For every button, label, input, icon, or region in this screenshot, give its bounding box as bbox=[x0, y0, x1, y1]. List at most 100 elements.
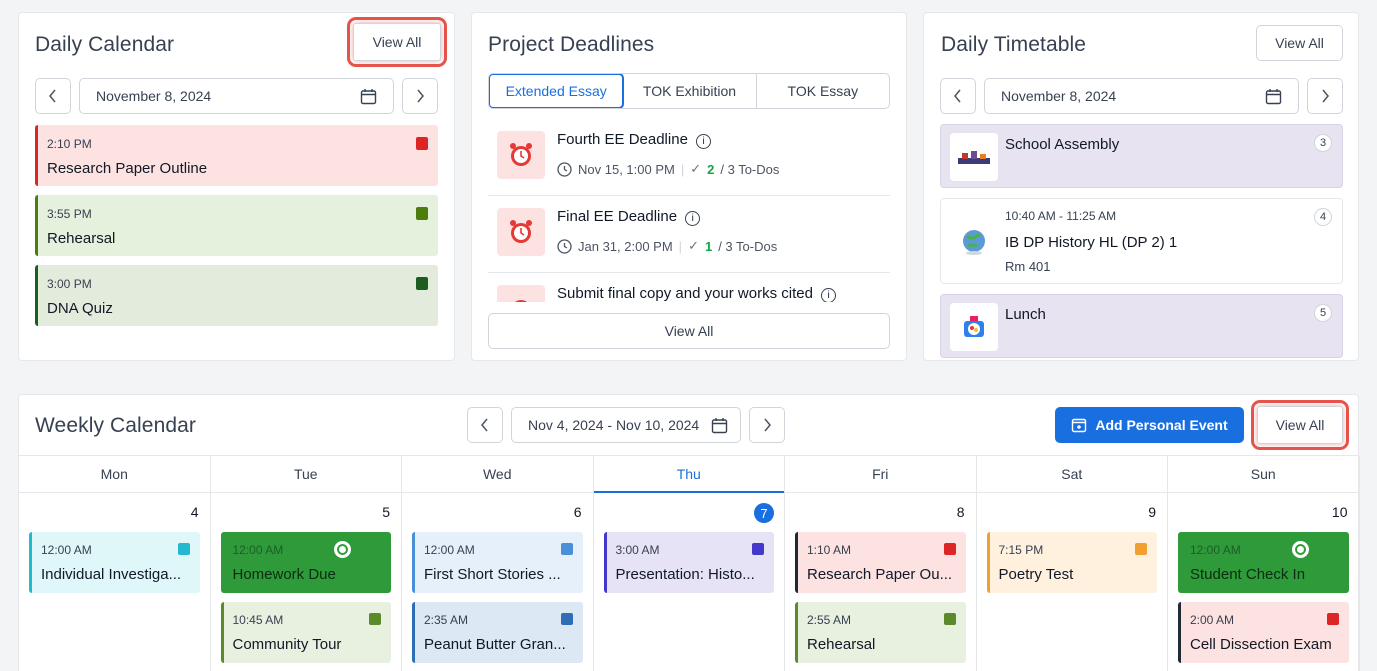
daily-calendar-prev-button[interactable] bbox=[35, 78, 71, 114]
deadline-item[interactable]: Final EE Deadline i Jan 31, 2:00 PM | ✓ … bbox=[488, 198, 890, 273]
timetable-date-picker[interactable]: November 8, 2024 bbox=[984, 78, 1299, 114]
info-icon[interactable]: i bbox=[685, 211, 701, 226]
event-name: Research Paper Ou... bbox=[807, 566, 953, 583]
alarm-clock-icon bbox=[497, 131, 545, 179]
calendar-event[interactable]: 10:45 AM Community Tour bbox=[220, 602, 391, 663]
tab-tok-exhibition[interactable]: TOK Exhibition bbox=[623, 74, 757, 108]
daily-calendar-date: November 8, 2024 bbox=[96, 88, 212, 104]
event-time: 3:00 PM bbox=[47, 277, 92, 291]
daily-event[interactable]: 3:55 PM Rehearsal bbox=[35, 195, 438, 256]
day-number: 8 bbox=[956, 504, 965, 520]
deadline-title: Final EE Deadline i bbox=[557, 208, 701, 226]
event-name: DNA Quiz bbox=[47, 300, 113, 317]
deadline-title: Submit final copy and your works cited i bbox=[557, 285, 837, 302]
event-time: 3:55 PM bbox=[47, 207, 92, 221]
event-name: Rehearsal bbox=[47, 230, 116, 247]
deadline-meta: Nov 15, 1:00 PM | ✓ 2/ 3 To-Dos bbox=[557, 161, 779, 177]
calendar-event[interactable]: 12:00 AM Student Check In bbox=[1178, 532, 1349, 593]
event-type-icon bbox=[560, 543, 573, 555]
day-header: Tue bbox=[210, 456, 401, 493]
calendar-event[interactable]: 2:35 AM Peanut Butter Gran... bbox=[412, 602, 583, 663]
event-type-icon bbox=[334, 541, 351, 558]
day-number: 5 bbox=[382, 504, 390, 520]
calendar-icon bbox=[711, 417, 728, 433]
deadline-item[interactable]: Fourth EE Deadline i Nov 15, 1:00 PM | ✓… bbox=[488, 121, 890, 196]
check-icon: ✓ bbox=[690, 161, 702, 176]
project-deadlines-title: Project Deadlines bbox=[488, 33, 655, 56]
day-column-mon: Mon 4 12:00 AM Individual Investiga... bbox=[19, 456, 211, 671]
project-deadlines-view-all-button[interactable]: View All bbox=[488, 313, 890, 349]
calendar-event[interactable]: 12:00 AM First Short Stories ... bbox=[412, 532, 583, 593]
calendar-event[interactable]: 12:00 AM Individual Investiga... bbox=[29, 532, 200, 593]
period-number: 5 bbox=[1314, 304, 1332, 322]
period-name: School Assembly bbox=[1005, 136, 1120, 153]
day-column-thu: Thu 7 3:00 AM Presentation: Histo... bbox=[593, 456, 785, 671]
calendar-event[interactable]: 7:15 PM Poetry Test bbox=[986, 532, 1157, 593]
alarm-clock-icon bbox=[497, 208, 545, 256]
deadline-item[interactable]: Submit final copy and your works cited i bbox=[488, 275, 890, 302]
weekly-date-range-picker[interactable]: Nov 4, 2024 - Nov 10, 2024 bbox=[511, 407, 741, 443]
event-time: 3:00 AM bbox=[615, 543, 660, 557]
divider bbox=[18, 455, 1359, 456]
daily-event[interactable]: 2:10 PM Research Paper Outline bbox=[35, 125, 438, 186]
event-type-icon bbox=[752, 543, 764, 555]
timetable-period[interactable]: Lunch 5 bbox=[940, 294, 1343, 358]
daily-timetable-view-all-button[interactable]: View All bbox=[1256, 25, 1343, 61]
event-name: Community Tour bbox=[232, 636, 342, 653]
timetable-date: November 8, 2024 bbox=[1001, 88, 1117, 104]
calendar-event[interactable]: 1:10 AM Research Paper Ou... bbox=[795, 532, 966, 593]
daily-event[interactable]: 3:00 PM DNA Quiz bbox=[35, 265, 438, 326]
assembly-icon bbox=[950, 133, 998, 181]
calendar-event[interactable]: 12:00 AM Homework Due bbox=[220, 532, 391, 593]
timetable-period[interactable]: 10:40 AM - 11:25 AM IB DP History HL (DP… bbox=[940, 198, 1343, 284]
timetable-period[interactable]: School Assembly 3 bbox=[940, 124, 1343, 188]
calendar-plus-icon bbox=[1072, 418, 1087, 433]
calendar-event[interactable]: 2:00 AM Cell Dissection Exam bbox=[1178, 602, 1349, 663]
daily-calendar-title: Daily Calendar bbox=[35, 33, 175, 56]
clock-icon bbox=[557, 238, 572, 254]
weekly-view-all-button[interactable]: View All bbox=[1251, 400, 1349, 450]
weekly-next-button[interactable] bbox=[749, 407, 785, 443]
tab-tok-essay[interactable]: TOK Essay bbox=[787, 83, 859, 99]
tab-extended-essay[interactable]: Extended Essay bbox=[489, 74, 625, 108]
calendar-event[interactable]: 2:55 AM Rehearsal bbox=[795, 602, 966, 663]
event-time: 2:35 AM bbox=[424, 613, 469, 627]
add-personal-event-button[interactable]: Add Personal Event bbox=[1055, 407, 1244, 443]
chevron-left-icon bbox=[481, 418, 488, 432]
daily-calendar-view-all-button[interactable]: View All bbox=[347, 17, 447, 67]
weekly-prev-button[interactable] bbox=[467, 407, 503, 443]
day-header: Wed bbox=[402, 456, 593, 493]
project-deadlines-card: Project Deadlines bbox=[471, 12, 907, 361]
project-tabs: Extended Essay TOK Exhibition TOK Essay bbox=[488, 73, 890, 109]
timetable-prev-button[interactable] bbox=[940, 78, 976, 114]
info-icon[interactable]: i bbox=[821, 288, 837, 302]
daily-calendar-date-picker[interactable]: November 8, 2024 bbox=[79, 78, 394, 114]
day-number: 6 bbox=[573, 504, 582, 520]
day-number: 9 bbox=[1148, 504, 1156, 520]
info-icon[interactable]: i bbox=[696, 134, 712, 149]
lunch-icon bbox=[950, 303, 998, 351]
event-time: 2:00 AM bbox=[1190, 613, 1235, 627]
daily-calendar-next-button[interactable] bbox=[402, 78, 438, 114]
add-personal-event-label: Add Personal Event bbox=[1095, 417, 1228, 433]
calendar-icon bbox=[416, 207, 428, 220]
event-time: 12:00 AM bbox=[41, 543, 92, 557]
clipboard-icon bbox=[416, 137, 428, 150]
event-type-icon bbox=[1326, 613, 1339, 625]
calendar-event[interactable]: 3:00 AM Presentation: Histo... bbox=[603, 532, 774, 593]
chevron-right-icon bbox=[764, 418, 771, 432]
event-name: Student Check In bbox=[1190, 566, 1306, 583]
event-type-icon bbox=[177, 543, 190, 555]
chevron-right-icon bbox=[417, 89, 424, 103]
clock-icon bbox=[557, 161, 572, 177]
chevron-left-icon bbox=[49, 89, 56, 103]
alarm-clock-icon bbox=[497, 285, 545, 302]
event-time: 12:00 AM bbox=[424, 543, 475, 557]
day-column-wed: Wed 6 12:00 AM First Short Stories ... 2:35 … bbox=[402, 456, 594, 671]
event-time: 12:00 AM bbox=[1190, 543, 1241, 557]
event-time: 7:15 PM bbox=[998, 543, 1044, 557]
calendar-icon bbox=[1265, 88, 1282, 104]
event-type-icon bbox=[943, 543, 956, 555]
deadline-list: Fourth EE Deadline i Nov 15, 1:00 PM | ✓… bbox=[488, 118, 890, 302]
timetable-next-button[interactable] bbox=[1307, 78, 1343, 114]
